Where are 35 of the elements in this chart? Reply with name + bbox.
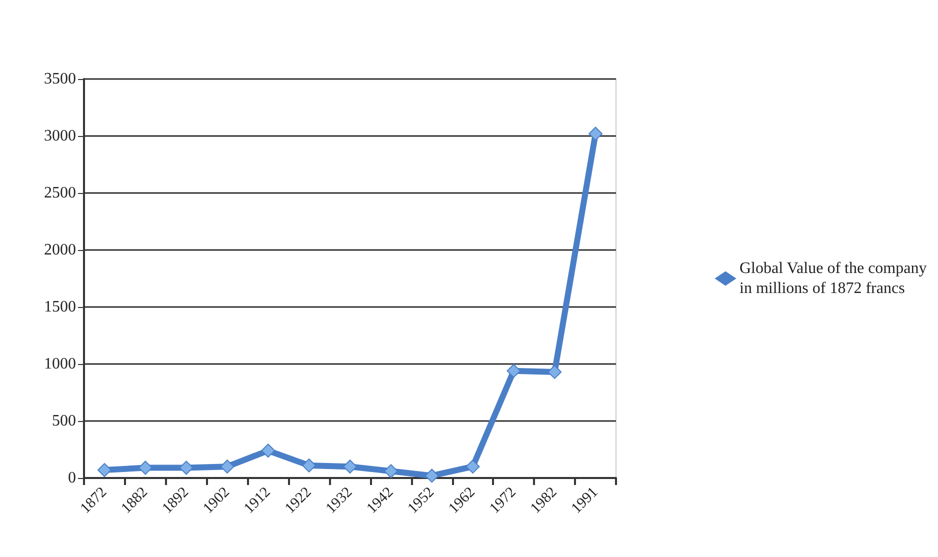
point <box>588 126 603 141</box>
y-tick-label: 2500 <box>44 184 76 202</box>
y-tick-label: 0 <box>68 470 76 486</box>
point <box>220 460 234 474</box>
x-tick-label: 1922 <box>282 484 315 517</box>
y-tick-label: 3000 <box>44 128 76 144</box>
x-tick-label: 1952 <box>405 484 438 517</box>
y-tick-label: 1000 <box>44 356 76 372</box>
x-tick-label: 1991 <box>568 484 602 517</box>
point <box>179 460 194 475</box>
y-tick-label: 1500 <box>44 298 76 316</box>
x-tick-label: 1892 <box>159 484 192 517</box>
x-tick-label: 1962 <box>446 484 478 517</box>
x-tick-label: 1972 <box>486 484 520 517</box>
point <box>302 458 316 472</box>
point <box>548 364 562 379</box>
x-tick-label: 1932 <box>323 484 356 517</box>
point <box>424 468 439 483</box>
x-tick-label: 1882 <box>118 484 152 517</box>
x-tick-label: 1982 <box>528 484 560 517</box>
y-tick-label: 500 <box>52 412 76 430</box>
point <box>138 460 152 475</box>
x-tick-label: 1872 <box>78 484 110 517</box>
legend-label: Global Value of the company in millions of 1872 francs <box>740 260 927 297</box>
point <box>343 460 357 474</box>
point <box>261 444 276 458</box>
point <box>97 463 112 478</box>
point <box>384 464 398 478</box>
y-tick-label: 3500 <box>44 70 76 88</box>
x-tick-label: 1902 <box>200 484 233 517</box>
point <box>506 364 521 378</box>
point <box>466 460 480 474</box>
x-tick-label: 1942 <box>364 484 397 517</box>
x-tick-label: 1912 <box>241 484 274 517</box>
y-tick-label: 2000 <box>44 242 76 258</box>
